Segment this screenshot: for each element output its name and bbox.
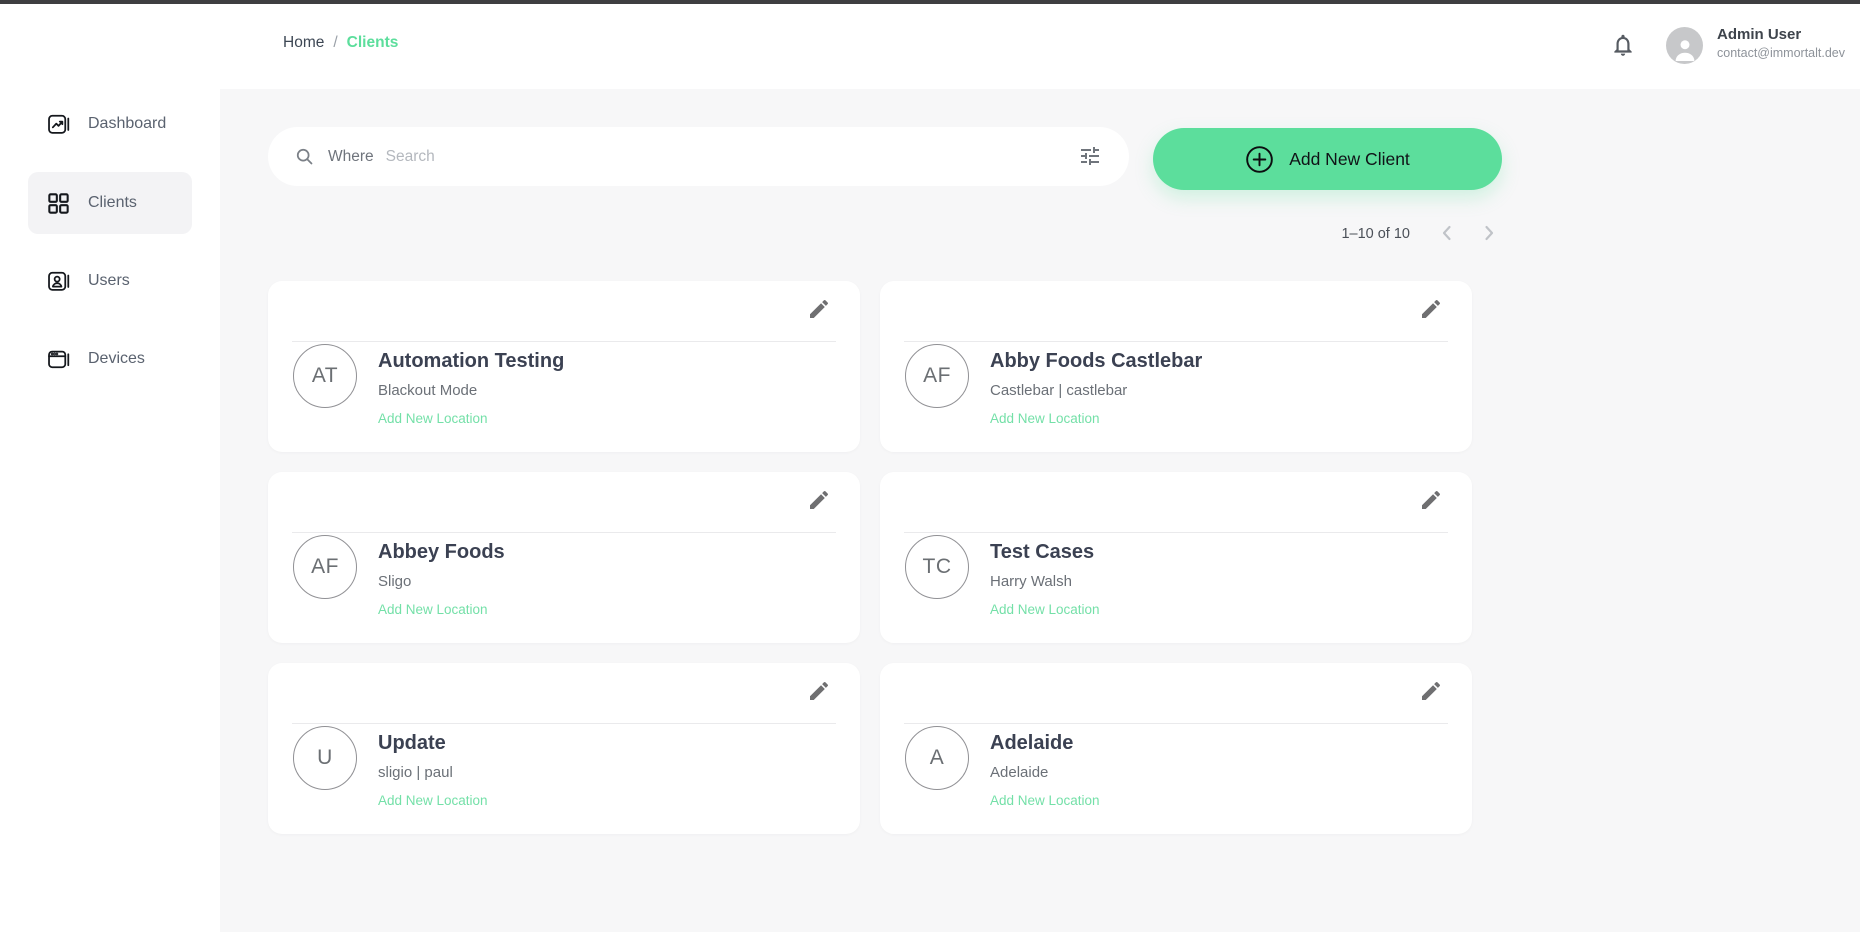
sidebar-item-dashboard[interactable]: Dashboard [28, 93, 192, 155]
pagination-prev-button[interactable] [1434, 221, 1460, 247]
sidebar-item-label: Devices [88, 350, 145, 367]
notifications-button[interactable] [1610, 32, 1636, 58]
card-divider [292, 532, 836, 533]
client-subtitle: sligio | paul [378, 764, 453, 781]
add-new-location-link[interactable]: Add New Location [378, 411, 488, 426]
person-icon [1675, 40, 1694, 61]
edit-client-button[interactable] [806, 679, 832, 705]
pagination-range: 1–10 of 10 [1341, 226, 1410, 242]
add-new-location-link[interactable]: Add New Location [378, 602, 488, 617]
client-subtitle: Castlebar | castlebar [990, 382, 1128, 399]
sidebar-item-label: Dashboard [88, 115, 167, 132]
chevron-left-icon [1442, 225, 1451, 241]
breadcrumb-separator: / [333, 34, 338, 51]
user-card-icon [48, 271, 70, 291]
pencil-icon [1422, 490, 1441, 509]
client-card: AT Automation Testing Blackout Mode Add … [268, 281, 860, 452]
edit-client-button[interactable] [806, 488, 832, 514]
sidebar-item-clients[interactable]: Clients [28, 172, 192, 234]
sidebar-item-label: Users [88, 272, 130, 289]
client-initials-avatar: TC [905, 535, 969, 599]
add-new-location-link[interactable]: Add New Location [990, 602, 1100, 617]
plus-circle-icon [1246, 145, 1273, 173]
client-initials-avatar: A [905, 726, 969, 790]
client-card: U Update sligio | paul Add New Location [268, 663, 860, 834]
client-card-body: Test Cases Harry Walsh Add New Location [990, 540, 1100, 619]
client-card: A Adelaide Adelaide Add New Location [880, 663, 1472, 834]
edit-client-button[interactable] [1418, 297, 1444, 323]
pagination-next-button[interactable] [1476, 221, 1502, 247]
client-name: Update [378, 732, 446, 754]
add-new-location-link[interactable]: Add New Location [990, 411, 1100, 426]
card-divider [904, 723, 1448, 724]
breadcrumb: Home / Clients [283, 34, 398, 52]
client-initials-avatar: U [293, 726, 357, 790]
client-card-body: Automation Testing Blackout Mode Add New… [378, 349, 564, 428]
client-card-body: Abbey Foods Sligo Add New Location [378, 540, 505, 619]
client-initials-avatar: AF [293, 535, 357, 599]
add-new-location-link[interactable]: Add New Location [378, 793, 488, 808]
client-card: AF Abby Foods Castlebar Castlebar | cast… [880, 281, 1472, 452]
user-avatar[interactable] [1666, 27, 1703, 64]
grid-icon [48, 192, 69, 214]
client-name: Adelaide [990, 732, 1074, 754]
search-bar: Where [268, 127, 1129, 186]
client-name: Automation Testing [378, 350, 565, 372]
filter-button[interactable] [1077, 144, 1103, 170]
card-divider [292, 723, 836, 724]
add-new-location-link[interactable]: Add New Location [990, 793, 1100, 808]
search-input[interactable] [383, 146, 1077, 167]
client-card: AF Abbey Foods Sligo Add New Location [268, 472, 860, 643]
sidebar-item-users[interactable]: Users [28, 250, 192, 312]
search-icon [296, 148, 313, 165]
sidebar-item-label: Clients [88, 194, 137, 211]
client-card-body: Abby Foods Castlebar Castlebar | castleb… [990, 349, 1202, 428]
breadcrumb-home-link[interactable]: Home [283, 34, 325, 51]
card-divider [904, 341, 1448, 342]
user-email: contact@immortalt.dev [1717, 46, 1846, 60]
sidebar-item-devices[interactable]: Devices [28, 328, 192, 390]
pencil-icon [810, 490, 829, 509]
client-subtitle: Blackout Mode [378, 382, 478, 399]
edit-client-button[interactable] [1418, 488, 1444, 514]
sidebar: Dashboard Clients Users Devices [0, 4, 220, 932]
search-where-label: Where [328, 147, 374, 165]
pagination: 1–10 of 10 [1280, 221, 1502, 247]
client-initials-avatar: AT [293, 344, 357, 408]
breadcrumb-current[interactable]: Clients [346, 34, 399, 51]
window-top-strip [0, 0, 1860, 4]
tune-icon [1081, 146, 1099, 165]
pencil-icon [1422, 681, 1441, 700]
window-icon [48, 350, 70, 368]
add-new-client-button[interactable]: Add New Client [1153, 128, 1502, 190]
client-initials-avatar: AF [905, 344, 969, 408]
pencil-icon [810, 681, 829, 700]
client-subtitle: Harry Walsh [990, 573, 1072, 590]
client-subtitle: Sligo [378, 573, 412, 590]
add-new-client-label: Add New Client [1289, 148, 1410, 169]
client-name: Abby Foods Castlebar [990, 350, 1203, 372]
client-name: Test Cases [990, 541, 1095, 563]
chevron-right-icon [1485, 225, 1494, 241]
chart-trend-icon [48, 114, 70, 134]
bell-icon [1614, 34, 1632, 56]
user-name: Admin User [1717, 26, 1802, 43]
pencil-icon [810, 299, 829, 318]
user-info: Admin User contact@immortalt.dev [1717, 26, 1845, 60]
edit-client-button[interactable] [1418, 679, 1444, 705]
edit-client-button[interactable] [806, 297, 832, 323]
card-divider [904, 532, 1448, 533]
client-name: Abbey Foods [378, 541, 505, 563]
client-card: TC Test Cases Harry Walsh Add New Locati… [880, 472, 1472, 643]
pencil-icon [1422, 299, 1441, 318]
client-card-grid: AT Automation Testing Blackout Mode Add … [268, 281, 1472, 834]
client-card-body: Update sligio | paul Add New Location [378, 731, 488, 810]
card-divider [292, 341, 836, 342]
client-card-body: Adelaide Adelaide Add New Location [990, 731, 1100, 810]
client-subtitle: Adelaide [990, 764, 1049, 781]
